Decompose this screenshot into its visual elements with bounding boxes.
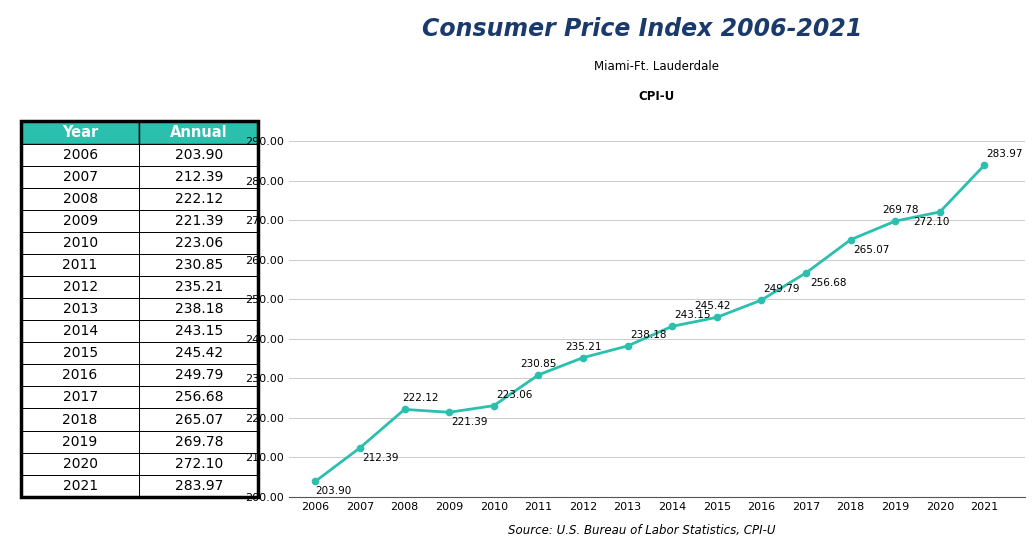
Text: 203.90: 203.90 (175, 147, 223, 162)
Text: 2014: 2014 (62, 324, 97, 338)
FancyBboxPatch shape (140, 475, 259, 497)
Text: 265.07: 265.07 (175, 412, 223, 427)
Text: 212.39: 212.39 (362, 453, 398, 463)
FancyBboxPatch shape (21, 121, 140, 144)
Text: 2009: 2009 (62, 214, 97, 228)
Text: 245.42: 245.42 (694, 301, 731, 311)
Text: 212.39: 212.39 (175, 169, 224, 184)
Text: 2015: 2015 (62, 346, 97, 360)
FancyBboxPatch shape (140, 276, 259, 298)
Text: 2008: 2008 (62, 192, 97, 206)
Text: 269.78: 269.78 (882, 205, 918, 215)
Text: 256.68: 256.68 (810, 278, 847, 288)
Text: 243.15: 243.15 (175, 324, 223, 338)
Text: 222.12: 222.12 (403, 394, 439, 404)
FancyBboxPatch shape (140, 210, 259, 232)
Text: 283.97: 283.97 (986, 149, 1024, 159)
FancyBboxPatch shape (140, 408, 259, 431)
Text: 2011: 2011 (62, 258, 97, 272)
Text: 235.21: 235.21 (565, 342, 601, 352)
Text: 249.79: 249.79 (764, 284, 800, 294)
FancyBboxPatch shape (21, 342, 140, 364)
FancyBboxPatch shape (140, 364, 259, 386)
Text: 2020: 2020 (62, 457, 97, 471)
FancyBboxPatch shape (21, 232, 140, 254)
Text: 230.85: 230.85 (521, 359, 557, 369)
FancyBboxPatch shape (21, 475, 140, 497)
Text: Consumer Price Index 2006-2021: Consumer Price Index 2006-2021 (421, 17, 862, 40)
Text: 256.68: 256.68 (175, 390, 224, 405)
Text: 2012: 2012 (62, 280, 97, 294)
Text: 2021: 2021 (62, 479, 97, 493)
FancyBboxPatch shape (140, 166, 259, 188)
FancyBboxPatch shape (21, 144, 140, 166)
Text: 2010: 2010 (62, 236, 97, 250)
FancyBboxPatch shape (140, 386, 259, 408)
Text: 265.07: 265.07 (853, 245, 889, 254)
Text: 223.06: 223.06 (496, 390, 532, 400)
Text: 269.78: 269.78 (175, 434, 224, 449)
Text: Miami-Ft. Lauderdale: Miami-Ft. Lauderdale (594, 60, 719, 73)
FancyBboxPatch shape (21, 408, 140, 431)
Text: 272.10: 272.10 (913, 217, 949, 227)
Text: Year: Year (62, 125, 98, 140)
Text: 272.10: 272.10 (175, 457, 223, 471)
Text: 2018: 2018 (62, 412, 97, 427)
Text: 221.39: 221.39 (451, 417, 487, 427)
FancyBboxPatch shape (140, 431, 259, 453)
FancyBboxPatch shape (21, 320, 140, 342)
FancyBboxPatch shape (140, 232, 259, 254)
Text: CPI-U: CPI-U (639, 89, 675, 103)
Text: 238.18: 238.18 (630, 330, 667, 340)
Text: 230.85: 230.85 (175, 258, 223, 272)
Text: Annual: Annual (170, 125, 228, 140)
FancyBboxPatch shape (21, 276, 140, 298)
Text: 221.39: 221.39 (175, 214, 224, 228)
FancyBboxPatch shape (21, 298, 140, 320)
Text: 2016: 2016 (62, 368, 97, 383)
Text: 238.18: 238.18 (175, 302, 224, 316)
FancyBboxPatch shape (140, 320, 259, 342)
FancyBboxPatch shape (140, 144, 259, 166)
FancyBboxPatch shape (140, 453, 259, 475)
FancyBboxPatch shape (21, 188, 140, 210)
Text: 2017: 2017 (62, 390, 97, 405)
Text: 203.90: 203.90 (316, 486, 352, 496)
Text: 223.06: 223.06 (175, 236, 223, 250)
FancyBboxPatch shape (21, 210, 140, 232)
Text: 243.15: 243.15 (675, 310, 711, 320)
FancyBboxPatch shape (21, 386, 140, 408)
FancyBboxPatch shape (21, 453, 140, 475)
Text: 2013: 2013 (62, 302, 97, 316)
FancyBboxPatch shape (21, 254, 140, 276)
Text: 235.21: 235.21 (175, 280, 223, 294)
FancyBboxPatch shape (140, 254, 259, 276)
FancyBboxPatch shape (140, 342, 259, 364)
Text: 245.42: 245.42 (175, 346, 223, 360)
Text: 2007: 2007 (62, 169, 97, 184)
Text: 2006: 2006 (62, 147, 97, 162)
Text: 2019: 2019 (62, 434, 97, 449)
Text: 222.12: 222.12 (175, 192, 223, 206)
Text: 249.79: 249.79 (175, 368, 224, 383)
FancyBboxPatch shape (21, 166, 140, 188)
FancyBboxPatch shape (140, 298, 259, 320)
FancyBboxPatch shape (21, 364, 140, 386)
FancyBboxPatch shape (140, 188, 259, 210)
FancyBboxPatch shape (21, 431, 140, 453)
Text: Source: U.S. Bureau of Labor Statistics, CPI-U: Source: U.S. Bureau of Labor Statistics,… (508, 524, 775, 538)
FancyBboxPatch shape (140, 121, 259, 144)
Text: 283.97: 283.97 (175, 479, 224, 493)
